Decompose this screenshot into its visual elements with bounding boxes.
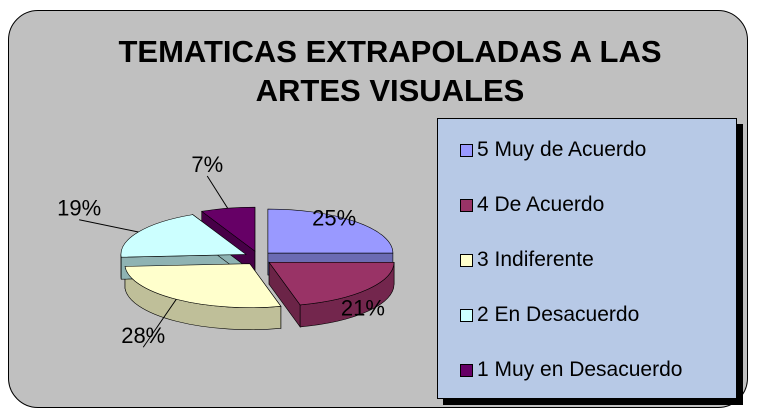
data-label: 7% xyxy=(191,152,223,177)
data-label: 25% xyxy=(312,206,356,231)
legend-label: 5 Muy de Acuerdo xyxy=(477,138,647,161)
legend: 5 Muy de Acuerdo 4 De Acuerdo 3 Indiferent… xyxy=(437,118,737,399)
legend-swatch xyxy=(460,308,473,322)
slice xyxy=(200,206,256,252)
legend-label: 4 De Acuerdo xyxy=(477,193,605,216)
legend-entry: 1 Muy en Desacuerdo xyxy=(460,357,682,383)
slice xyxy=(120,214,247,258)
legend-label: 2 En Desacuerdo xyxy=(477,303,640,326)
chart-title: TEMATICAS EXTRAPOLADAS A LAS ARTES VISUA… xyxy=(118,34,662,108)
legend-label: 3 Indiferente xyxy=(477,248,594,271)
leader-line xyxy=(142,298,177,348)
legend-swatch xyxy=(460,143,473,157)
slice xyxy=(268,261,395,306)
data-label: 28% xyxy=(121,323,165,348)
legend-entry: 5 Muy de Acuerdo xyxy=(460,137,646,163)
legend-label: 1 Muy en Desacuerdo xyxy=(477,358,683,381)
data-label: 21% xyxy=(341,296,385,321)
leader-line xyxy=(79,219,139,233)
legend-swatch xyxy=(460,253,473,267)
slice xyxy=(267,208,394,254)
legend-entry: 4 De Acuerdo xyxy=(460,192,604,218)
leader-line xyxy=(206,175,229,209)
legend-swatch xyxy=(460,198,473,212)
data-label: 19% xyxy=(57,196,101,221)
legend-entry: 3 Indiferente xyxy=(460,247,594,273)
legend-swatch xyxy=(460,363,473,377)
legend-entry: 2 En Desacuerdo xyxy=(460,302,639,328)
